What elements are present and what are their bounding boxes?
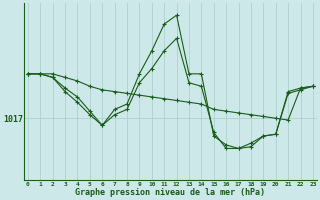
X-axis label: Graphe pression niveau de la mer (hPa): Graphe pression niveau de la mer (hPa) [76, 188, 265, 197]
